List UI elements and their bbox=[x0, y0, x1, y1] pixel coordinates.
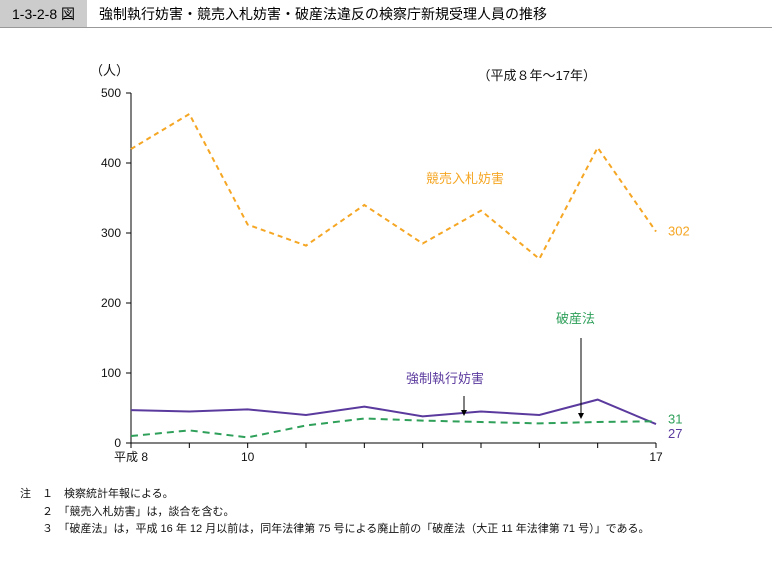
svg-text:100: 100 bbox=[101, 366, 121, 380]
svg-text:500: 500 bbox=[101, 86, 121, 100]
footnotes: 注 １ 検察統計年報による。 ２ 「競売入札妨害」は，談合を含む。 ３ 「破産法… bbox=[0, 478, 772, 547]
footnote-item: ２ 「競売入札妨害」は，談合を含む。 bbox=[20, 504, 752, 522]
svg-text:302: 302 bbox=[668, 224, 690, 239]
svg-text:競売入札妨害: 競売入札妨害 bbox=[426, 171, 504, 186]
footnote-item: 注 １ 検察統計年報による。 bbox=[20, 486, 752, 504]
svg-text:17: 17 bbox=[649, 450, 663, 464]
footnote-item: ３ 「破産法」は，平成 16 年 12 月以前は，同年法律第 75 号による廃止… bbox=[20, 521, 752, 539]
figure-header: 1-3-2-8 図 強制執行妨害・競売入札妨害・破産法違反の検察庁新規受理人員の… bbox=[0, 0, 772, 28]
svg-text:200: 200 bbox=[101, 296, 121, 310]
svg-text:強制執行妨害: 強制執行妨害 bbox=[406, 371, 484, 386]
svg-text:（平成８年～17年）: （平成８年～17年） bbox=[478, 68, 596, 83]
svg-text:（人）: （人） bbox=[90, 63, 129, 78]
svg-text:400: 400 bbox=[101, 156, 121, 170]
svg-text:10: 10 bbox=[241, 450, 255, 464]
chart-container: （人） （平成８年～17年） 0 100 200 300 400 500 平成 8 10 17 競売入… bbox=[36, 38, 736, 478]
line-chart: （人） （平成８年～17年） 0 100 200 300 400 500 平成 8 10 17 競売入… bbox=[36, 38, 736, 478]
figure-title: 強制執行妨害・競売入札妨害・破産法違反の検察庁新規受理人員の推移 bbox=[87, 0, 559, 28]
svg-text:300: 300 bbox=[101, 226, 121, 240]
figure-number: 1-3-2-8 図 bbox=[0, 0, 87, 27]
svg-text:破産法: 破産法 bbox=[556, 311, 595, 326]
svg-text:0: 0 bbox=[114, 436, 121, 450]
svg-text:31: 31 bbox=[668, 411, 682, 426]
svg-text:27: 27 bbox=[668, 426, 682, 441]
svg-text:平成 8: 平成 8 bbox=[114, 450, 148, 464]
